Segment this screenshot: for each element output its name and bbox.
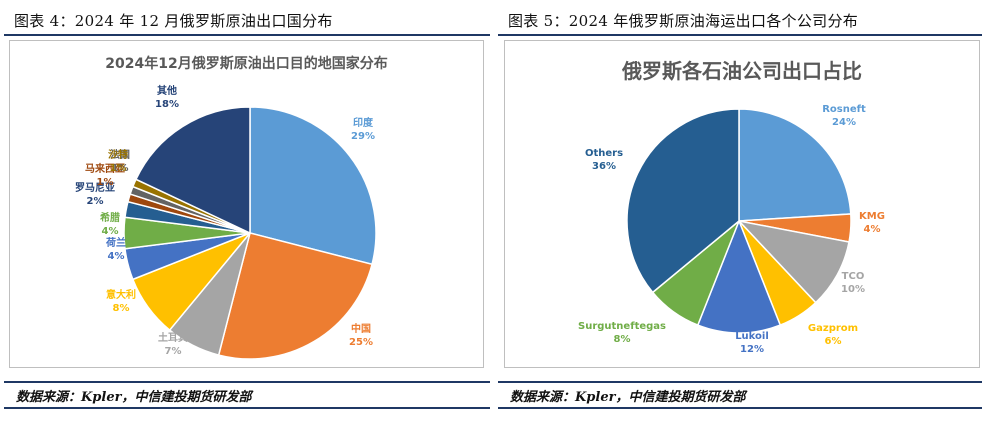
slice-label-其他: 其他 — [157, 84, 177, 97]
source-rule-top — [4, 381, 490, 383]
slice-percent-others: 36% — [592, 161, 616, 172]
pie-slice-others — [626, 108, 740, 294]
slice-percent-罗马尼亚: 2% — [87, 196, 104, 207]
slice-percent-gazprom: 6% — [825, 336, 842, 347]
source-note-right: 数据来源：Kpler，中信建投期货研发部 — [510, 390, 746, 405]
slice-percent-荷兰: 4% — [108, 251, 125, 262]
slice-label-法国: 法国 — [110, 148, 130, 161]
pie-slice-其他 — [134, 106, 251, 235]
source-note-left: 数据来源：Kpler，中信建投期货研发部 — [16, 390, 252, 405]
slice-label-rosneft: Rosneft — [822, 104, 866, 115]
chart-title-companies: 俄罗斯各石油公司出口占比 — [622, 59, 862, 83]
title-rule — [498, 34, 982, 36]
slice-label-印度: 印度 — [353, 116, 374, 129]
slice-label-中国: 中国 — [351, 322, 371, 335]
chart-area-countries: 印度 29% 中国 25% 土耳其 7% 意大利 8% 荷兰 4% 希腊 4% 罗马尼亚 2% 马来西亚 1%… — [9, 40, 484, 368]
slice-percent-土耳其: 7% — [165, 346, 182, 357]
slice-label-others: Others — [585, 148, 623, 159]
slice-label-马来西亚: 马来西亚 — [85, 162, 125, 175]
slice-label-荷兰: 荷兰 — [105, 236, 126, 249]
slice-percent-中国: 25% — [349, 337, 373, 348]
slice-label-沙特: 沙特 — [108, 148, 128, 161]
slice-label-罗马尼亚: 罗马尼亚 — [75, 182, 115, 194]
slice-label-surgutneftegas: Surgutneftegas — [578, 321, 666, 332]
pie-slice-印度 — [249, 106, 377, 266]
slice-percent-surgutneftegas: 8% — [614, 334, 631, 345]
chart-title-countries: 2024年12月俄罗斯原油出口目的地国家分布 — [105, 56, 388, 72]
slice-label-希腊: 希腊 — [99, 211, 120, 224]
slice-percent-lukoil: 12% — [740, 344, 764, 355]
figure-4-title: 图表 4：2024 年 12 月俄罗斯原油出口国分布 — [14, 12, 333, 30]
source-rule-bottom — [4, 407, 490, 409]
figure-5-panel: 图表 5：2024 年俄罗斯原油海运出口各个公司分布 Rosneft 24% KMG… — [494, 0, 986, 422]
slice-percent-其他: 18% — [155, 99, 179, 110]
slice-percent-tco: 10% — [841, 284, 865, 295]
slice-label-tco: TCO — [842, 271, 865, 282]
source-rule-top — [498, 381, 982, 383]
slice-label-gazprom: Gazprom — [808, 323, 858, 334]
slice-percent-沙特: 1% — [110, 163, 127, 174]
pie-slice-rosneft — [738, 108, 852, 222]
slice-percent-rosneft: 24% — [832, 117, 856, 128]
slice-percent-kmg: 4% — [864, 224, 881, 235]
slice-label-意大利: 意大利 — [106, 288, 136, 301]
slice-percent-法国: 1% — [112, 163, 129, 174]
pie-slice-lukoil — [696, 218, 782, 334]
pie-chart-companies: Rosneft 24% KMG 4% TCO 10% Gazprom 6% Lukoil 12% S… — [578, 104, 885, 355]
slice-label-lukoil: Lukoil — [735, 331, 769, 342]
slice-percent-马来西亚: 1% — [97, 177, 114, 188]
slice-percent-印度: 29% — [351, 131, 375, 142]
slice-percent-希腊: 4% — [102, 226, 119, 237]
title-rule — [4, 34, 490, 36]
slice-label-土耳其: 土耳其 — [158, 331, 188, 344]
figure-5-title: 图表 5：2024 年俄罗斯原油海运出口各个公司分布 — [508, 12, 859, 30]
figure-4-panel: 图表 4：2024 年 12 月俄罗斯原油出口国分布 印度 29% 中国 25% 土耳其… — [4, 12, 490, 409]
slice-label-kmg: KMG — [859, 211, 885, 222]
slice-percent-意大利: 8% — [113, 303, 130, 314]
chart-area-companies: Rosneft 24% KMG 4% TCO 10% Gazprom 6% Lukoil 12% S… — [504, 40, 980, 368]
pie-chart-countries: 印度29%中国25%土耳其7%意大利8%荷兰4%希腊4%罗马尼亚2%马来西亚1%… — [75, 84, 377, 360]
pie-slice-中国 — [217, 232, 373, 360]
source-rule-bottom — [498, 407, 982, 409]
